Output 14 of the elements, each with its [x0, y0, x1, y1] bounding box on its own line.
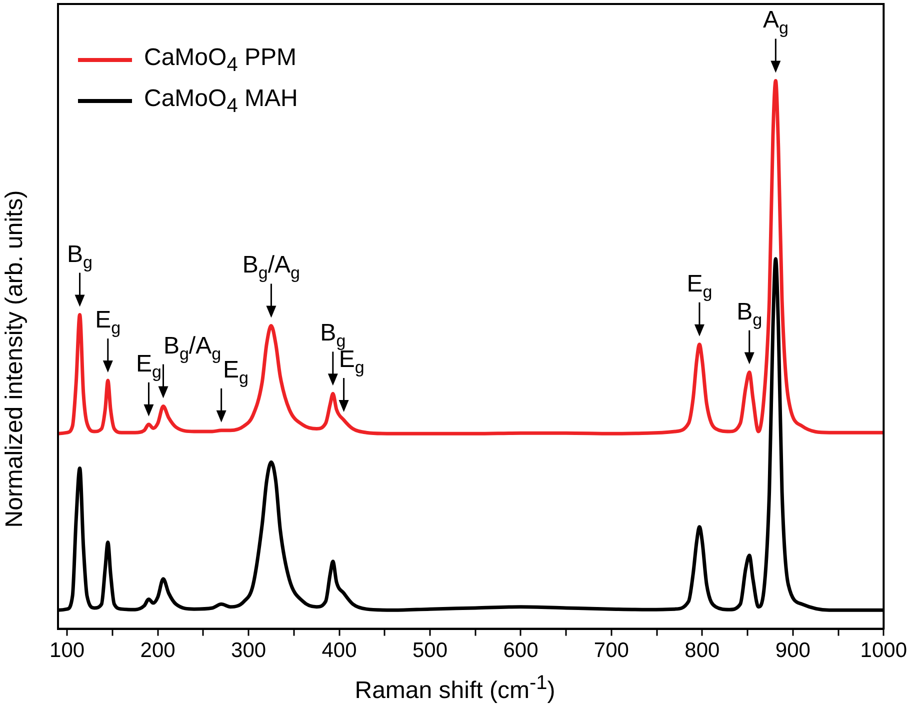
x-tick-label: 1000	[860, 639, 907, 662]
x-axis-title: Raman shift (cm$^{-1}$)	[354, 672, 556, 705]
y-axis-title: Normalized intensity (arb. units)	[1, 189, 29, 530]
x-tick-label: 700	[594, 639, 629, 662]
x-tick-label: 100	[50, 639, 85, 662]
legend-label: CaMoO$_{4}$ MAH	[144, 84, 298, 118]
legend-label: CaMoO$_{4}$ PPM	[144, 44, 296, 77]
x-tick-label: 200	[140, 639, 176, 662]
x-tick-label: 800	[684, 639, 720, 662]
x-tick-label: 500	[412, 639, 448, 662]
x-tick-label: 600	[503, 639, 538, 662]
x-tick-label: 900	[775, 639, 810, 662]
x-tick-label: 300	[231, 639, 266, 662]
x-tick-label: 400	[322, 639, 357, 662]
